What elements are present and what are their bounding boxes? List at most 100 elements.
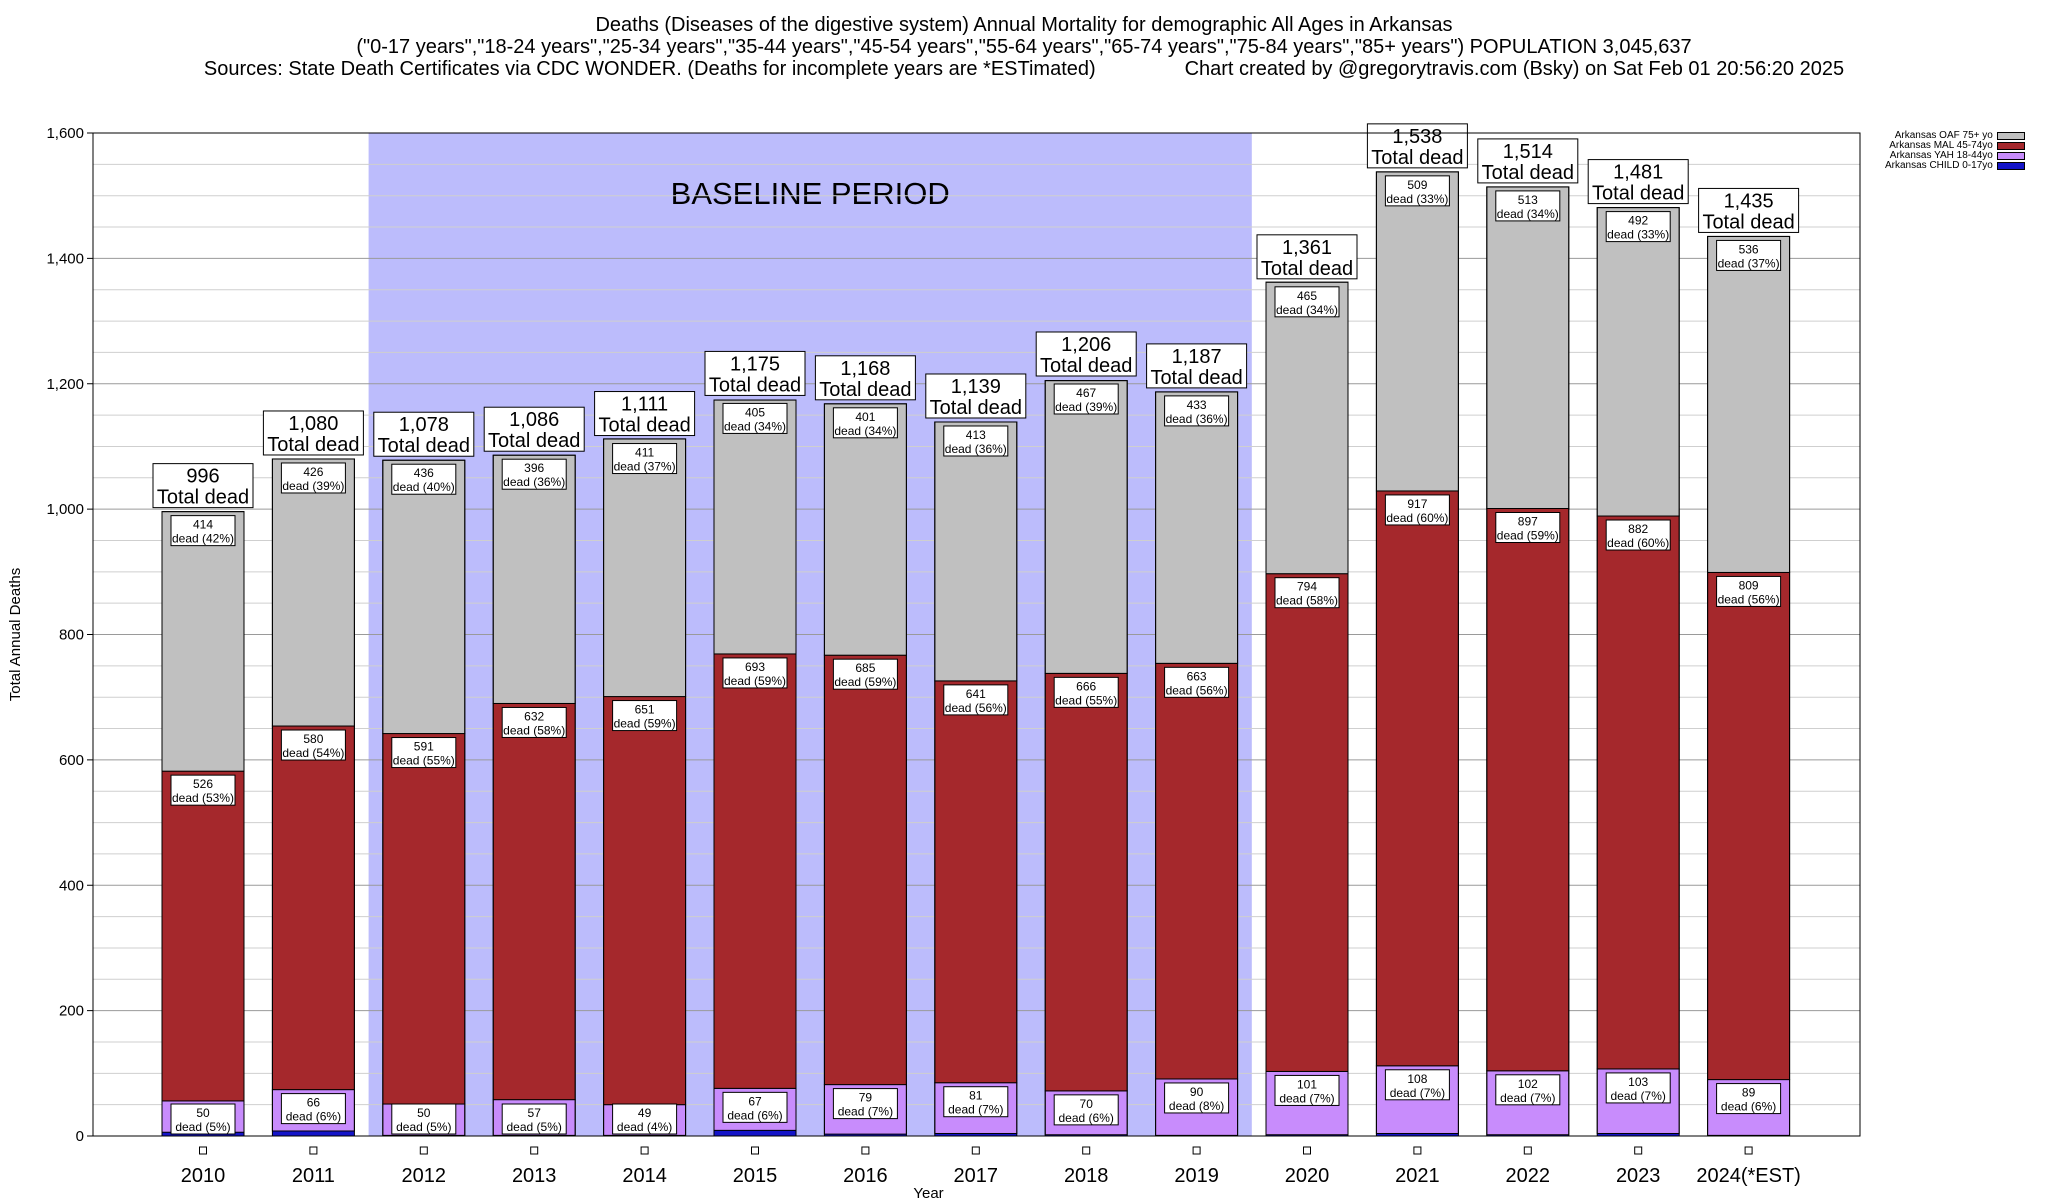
yah-label-box (391, 1103, 457, 1135)
x-tick-label: 2021 (1395, 1165, 1440, 1187)
yah-label-value: 108 (1407, 1072, 1427, 1086)
bar-segment (272, 1130, 355, 1136)
x-marker (1634, 1146, 1643, 1155)
bar-segment (603, 438, 687, 698)
x-marker (530, 1146, 539, 1155)
oaf-label-box (943, 425, 1009, 457)
bar-segment (271, 458, 355, 727)
oaf-label-box (1164, 395, 1230, 427)
total-label-box (1035, 331, 1137, 377)
total-label-box (152, 463, 254, 509)
x-tick-label: 2020 (1285, 1165, 1330, 1187)
yah-label-value: 50 (417, 1106, 431, 1120)
bar-segment (1155, 391, 1239, 664)
mal-label-value: 651 (635, 703, 655, 717)
x-marker (419, 1146, 428, 1155)
oaf-label-value: 536 (1739, 242, 1759, 256)
oaf-label-value: 396 (524, 461, 544, 475)
bar-segment (713, 399, 797, 655)
legend-swatch-oaf (1996, 132, 2025, 140)
legend-label-oaf: Arkansas OAF 75+ yo (1894, 130, 1993, 141)
mal-label-box (1605, 519, 1671, 551)
mal-label-pct: dead (56%) (1166, 683, 1228, 697)
oaf-label-box (1605, 211, 1671, 243)
legend-label-yah: Arkansas YAH 18-44yo (1889, 150, 1993, 161)
yah-label-value: 89 (1742, 1086, 1756, 1100)
mal-label-value: 591 (414, 740, 434, 754)
total-label-value: 996 (186, 466, 219, 488)
x-tick-label: 2011 (292, 1165, 335, 1187)
bar-segment (1265, 573, 1349, 1072)
total-label-value: 1,175 (730, 353, 780, 375)
oaf-label-value: 426 (303, 465, 323, 479)
oaf-label-box (1274, 286, 1340, 318)
bar-segment (824, 1134, 907, 1136)
total-label-text: Total dead (1592, 183, 1684, 205)
yah-label-pct: dead (8%) (1169, 1099, 1224, 1113)
oaf-label-box (1384, 175, 1450, 207)
mal-label-box (501, 706, 567, 738)
bar-segment (713, 653, 797, 1089)
oaf-label-pct: dead (39%) (282, 479, 344, 493)
total-label-box (814, 355, 916, 401)
total-label-text: Total dead (819, 379, 911, 401)
total-label-text: Total dead (1371, 147, 1463, 169)
x-marker (971, 1146, 980, 1155)
bar-segment (934, 421, 1018, 682)
oaf-label-value: 433 (1187, 398, 1207, 412)
yah-label-value: 70 (1080, 1097, 1094, 1111)
bar-segment (603, 696, 687, 1106)
yah-label-box (280, 1093, 346, 1125)
mal-label-pct: dead (58%) (1276, 594, 1338, 608)
yah-label-value: 49 (638, 1106, 652, 1120)
oaf-label-box (832, 407, 898, 439)
mal-label-box (391, 737, 457, 769)
total-label-box (1366, 123, 1468, 169)
oaf-label-value: 509 (1407, 178, 1427, 192)
oaf-label-box (280, 462, 346, 494)
yah-label-value: 81 (969, 1089, 983, 1103)
mal-label-value: 663 (1187, 669, 1207, 683)
y-axis-label: Total Annual Deaths (7, 568, 24, 701)
yah-label-value: 90 (1190, 1085, 1204, 1099)
legend-item-oaf: Arkansas OAF 75+ yo (1885, 131, 2025, 141)
oaf-label-pct: dead (33%) (1607, 228, 1669, 242)
legend-label-child: Arkansas CHILD 0-17yo (1885, 160, 1993, 171)
bar-segment (492, 454, 576, 704)
total-label-box (704, 350, 806, 396)
mal-label-value: 794 (1297, 580, 1317, 594)
yah-label-pct: dead (7%) (1611, 1089, 1666, 1103)
mal-label-value: 693 (745, 660, 765, 674)
x-tick-label: 2010 (181, 1165, 226, 1187)
chart-legend: Arkansas OAF 75+ yo Arkansas MAL 45-74yo… (1885, 131, 2025, 171)
bar-segment (1044, 672, 1128, 1092)
total-label-text: Total dead (1150, 367, 1242, 389)
yah-label-pct: dead (7%) (948, 1103, 1003, 1117)
x-tick-label: 2017 (954, 1165, 999, 1187)
yah-label-value: 79 (859, 1091, 873, 1105)
mal-label-value: 882 (1628, 522, 1648, 536)
bar-segment (823, 403, 907, 656)
x-tick-label: 2019 (1174, 1165, 1219, 1187)
x-tick-label: 2022 (1506, 1165, 1551, 1187)
total-label-value: 1,078 (399, 414, 449, 436)
oaf-label-value: 467 (1076, 386, 1096, 400)
legend-item-yah: Arkansas YAH 18-44yo (1885, 151, 2025, 161)
mal-label-pct: dead (59%) (614, 717, 676, 731)
total-label-value: 1,435 (1724, 190, 1774, 212)
y-tick-label: 800 (59, 627, 84, 644)
chart-subtitle-age-groups: ("0-17 years","18-24 years","25-34 years… (356, 36, 1692, 58)
mal-label-pct: dead (59%) (724, 674, 786, 688)
oaf-label-value: 513 (1518, 193, 1538, 207)
yah-label-value: 101 (1297, 1077, 1317, 1091)
legend-item-child: Arkansas CHILD 0-17yo (1885, 161, 2025, 171)
total-label-text: Total dead (1482, 162, 1574, 184)
bar-segment (1597, 1133, 1680, 1136)
total-label-value: 1,187 (1172, 346, 1222, 368)
mal-label-pct: dead (56%) (945, 701, 1007, 715)
total-label-text: Total dead (488, 430, 580, 452)
oaf-label-value: 414 (193, 518, 213, 532)
bar-segment (1266, 1134, 1348, 1136)
bar-segment (934, 1133, 1017, 1136)
